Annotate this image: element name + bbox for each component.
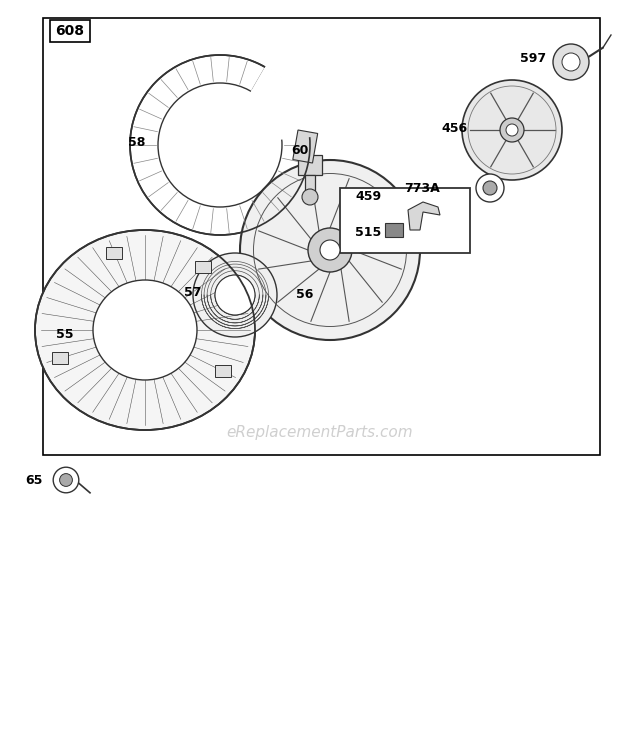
Text: 459: 459 bbox=[355, 190, 381, 204]
Text: 597: 597 bbox=[520, 51, 546, 65]
Text: 65: 65 bbox=[25, 473, 43, 487]
Text: 56: 56 bbox=[296, 289, 314, 301]
Circle shape bbox=[553, 44, 589, 80]
Bar bbox=[195, 261, 211, 273]
Circle shape bbox=[302, 189, 318, 205]
Polygon shape bbox=[408, 202, 440, 230]
Circle shape bbox=[320, 240, 340, 260]
Circle shape bbox=[483, 181, 497, 195]
Text: 773A: 773A bbox=[404, 182, 440, 194]
Circle shape bbox=[506, 124, 518, 136]
Ellipse shape bbox=[35, 230, 255, 430]
Circle shape bbox=[193, 253, 277, 337]
Ellipse shape bbox=[93, 280, 197, 380]
Bar bbox=[50, 20, 90, 42]
Bar bbox=[305, 175, 315, 197]
Bar bbox=[43, 18, 600, 455]
Text: 608: 608 bbox=[56, 24, 84, 38]
Circle shape bbox=[562, 53, 580, 71]
Bar bbox=[385, 223, 403, 237]
Circle shape bbox=[462, 80, 562, 180]
Text: 55: 55 bbox=[56, 329, 74, 341]
Text: 57: 57 bbox=[184, 286, 202, 298]
Circle shape bbox=[53, 467, 79, 493]
Text: 60: 60 bbox=[291, 144, 309, 156]
Circle shape bbox=[215, 275, 255, 315]
Bar bbox=[52, 352, 68, 364]
Text: 456: 456 bbox=[442, 121, 468, 135]
Bar bbox=[298, 155, 322, 175]
Circle shape bbox=[476, 174, 504, 202]
Wedge shape bbox=[220, 65, 312, 145]
Text: eReplacementParts.com: eReplacementParts.com bbox=[227, 425, 414, 440]
Circle shape bbox=[158, 83, 282, 207]
Text: 515: 515 bbox=[355, 225, 381, 239]
Text: 58: 58 bbox=[128, 135, 146, 149]
Bar bbox=[340, 188, 470, 253]
Bar bbox=[293, 130, 317, 163]
Circle shape bbox=[60, 474, 73, 487]
Circle shape bbox=[240, 160, 420, 340]
Circle shape bbox=[500, 118, 524, 142]
Bar bbox=[215, 365, 231, 377]
Circle shape bbox=[308, 228, 352, 272]
Bar bbox=[106, 247, 122, 259]
